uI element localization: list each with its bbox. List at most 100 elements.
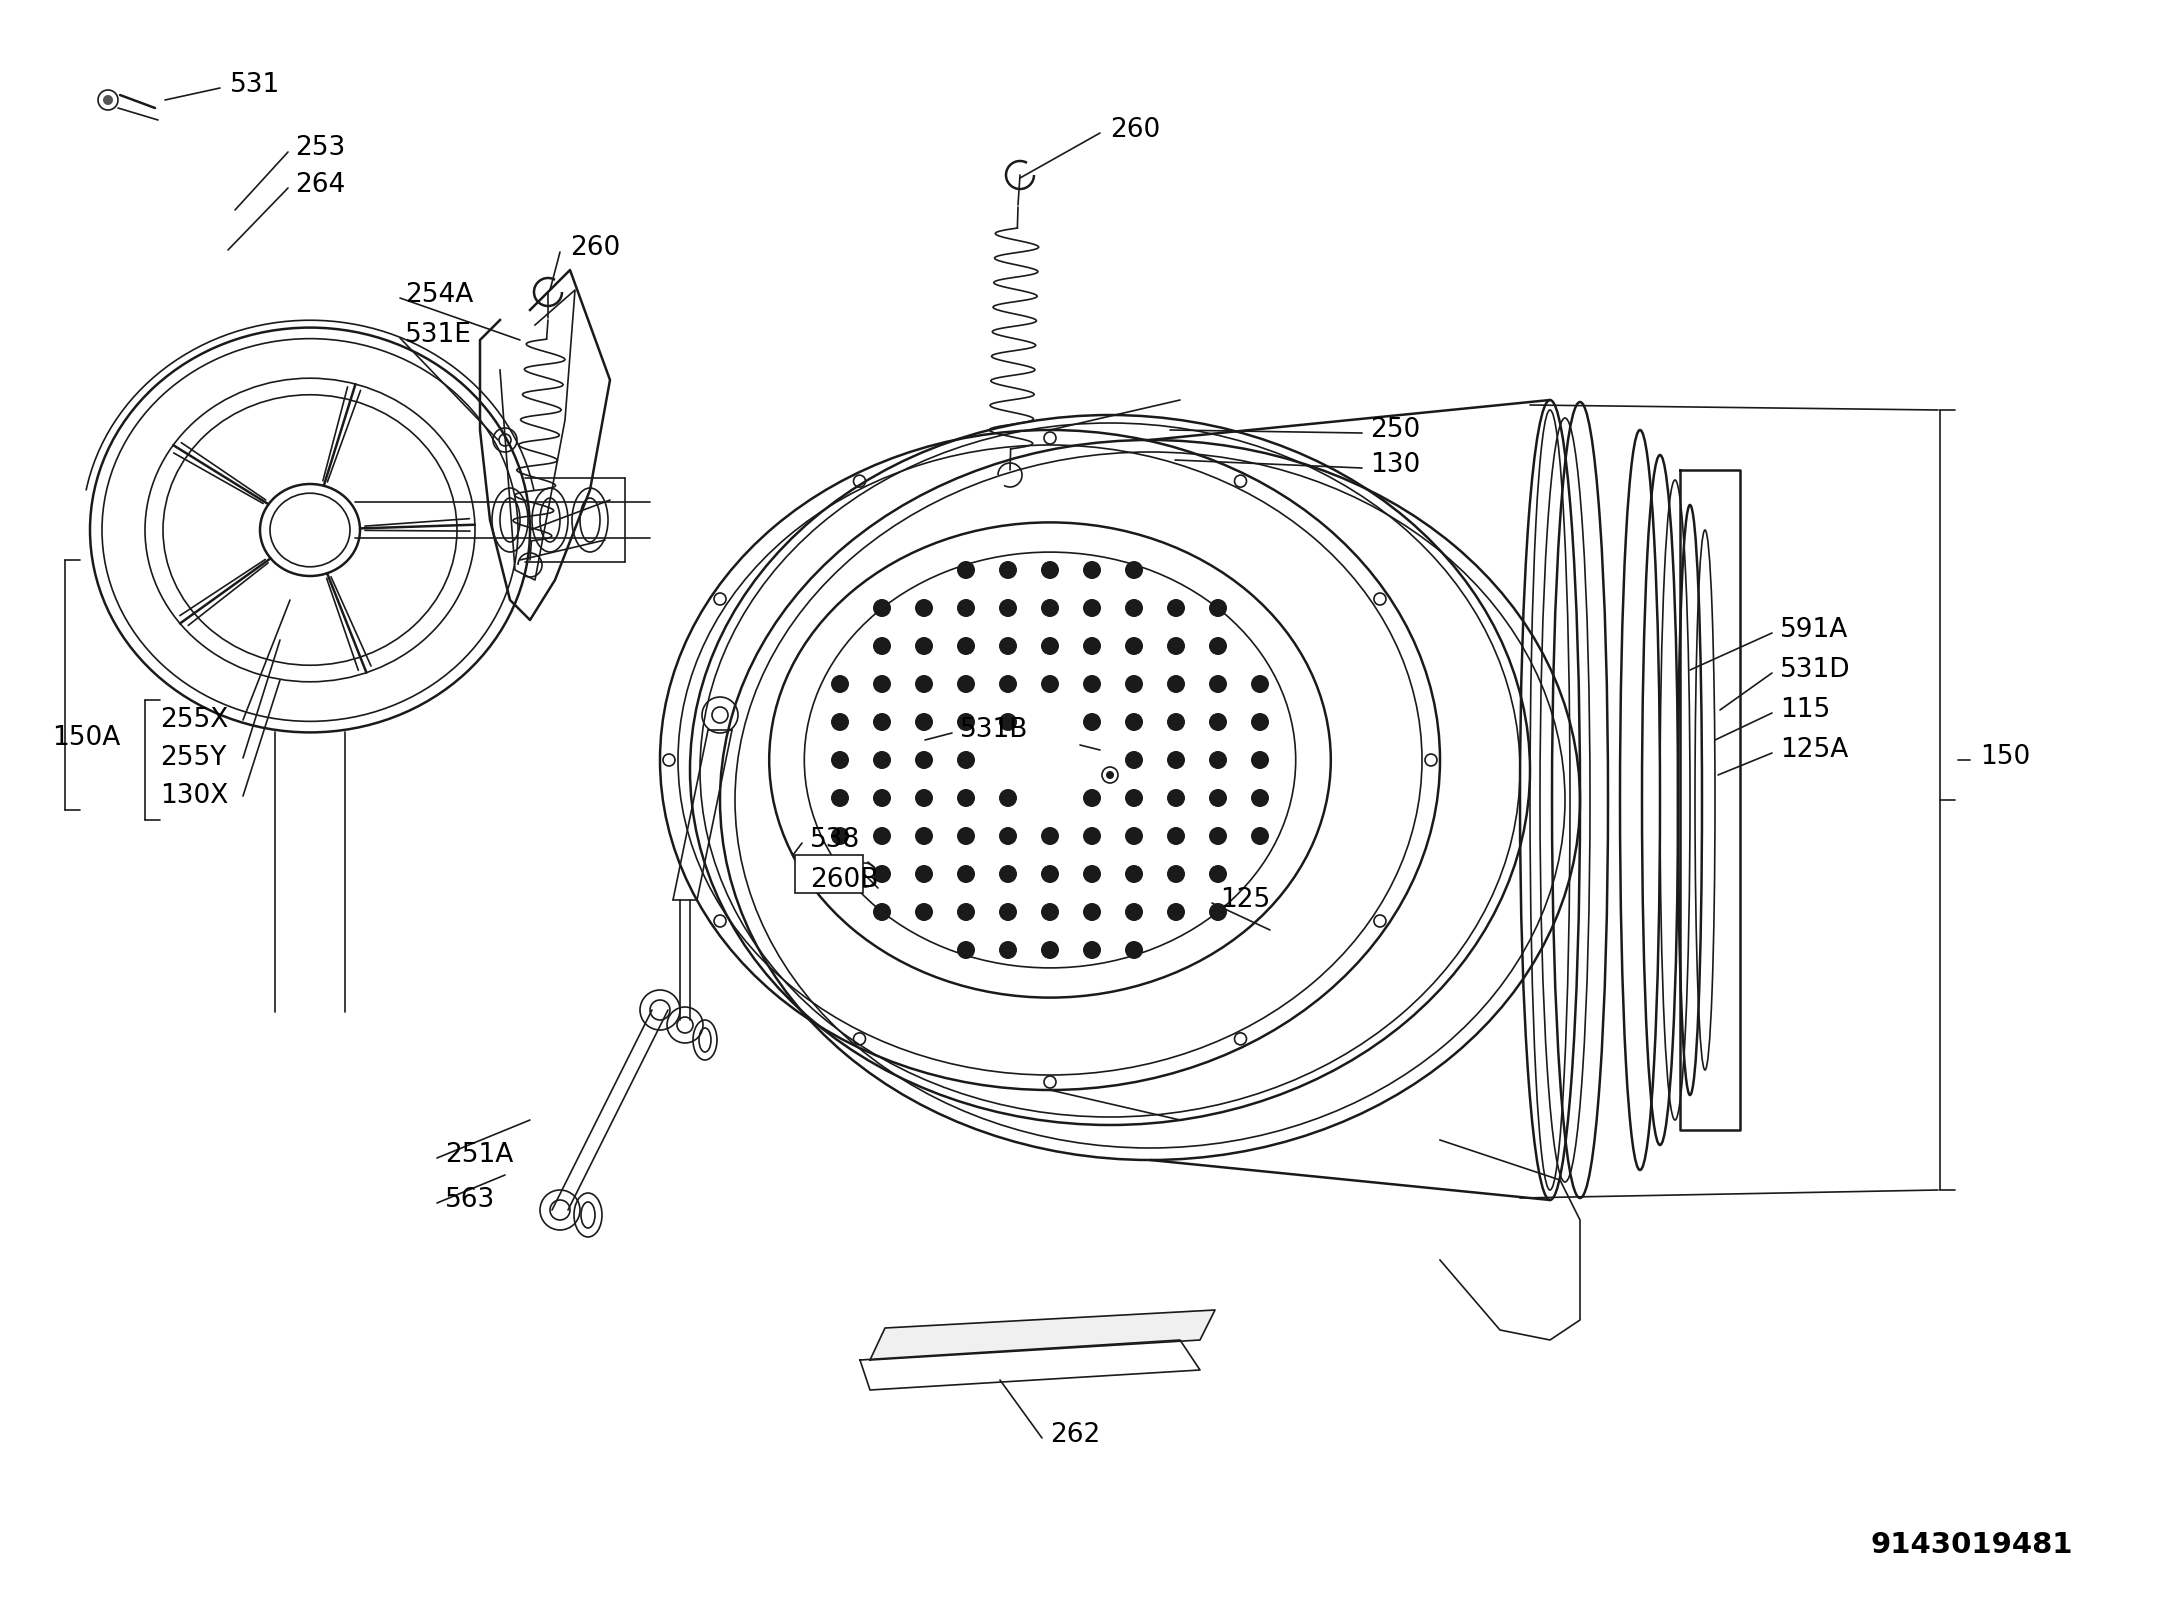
Circle shape xyxy=(1209,714,1227,731)
Text: 260: 260 xyxy=(1109,117,1159,142)
Text: 563: 563 xyxy=(446,1187,496,1213)
Circle shape xyxy=(998,598,1018,618)
Circle shape xyxy=(872,902,892,922)
Circle shape xyxy=(1083,675,1101,693)
Circle shape xyxy=(916,827,933,845)
Text: 150A: 150A xyxy=(52,725,120,750)
Circle shape xyxy=(1124,789,1144,806)
Circle shape xyxy=(1124,562,1144,579)
Circle shape xyxy=(1083,827,1101,845)
Text: 255Y: 255Y xyxy=(161,746,226,771)
Circle shape xyxy=(998,675,1018,693)
Circle shape xyxy=(957,827,974,845)
Circle shape xyxy=(872,598,892,618)
Text: 125A: 125A xyxy=(1779,738,1849,763)
Circle shape xyxy=(1251,714,1268,731)
Circle shape xyxy=(998,637,1018,654)
Circle shape xyxy=(998,562,1018,579)
Circle shape xyxy=(831,789,848,806)
Circle shape xyxy=(998,827,1018,845)
Circle shape xyxy=(1168,675,1185,693)
Circle shape xyxy=(916,789,933,806)
Text: 9143019481: 9143019481 xyxy=(1870,1531,2073,1558)
Circle shape xyxy=(957,675,974,693)
Text: 115: 115 xyxy=(1779,698,1829,723)
Circle shape xyxy=(1209,675,1227,693)
Circle shape xyxy=(1124,714,1144,731)
Circle shape xyxy=(1042,562,1059,579)
Text: 254A: 254A xyxy=(405,282,474,307)
Circle shape xyxy=(957,789,974,806)
Circle shape xyxy=(916,637,933,654)
Text: 260: 260 xyxy=(570,235,620,261)
Circle shape xyxy=(1251,675,1268,693)
Text: 531B: 531B xyxy=(959,717,1029,742)
Text: 538: 538 xyxy=(809,827,861,853)
Circle shape xyxy=(1042,675,1059,693)
Circle shape xyxy=(916,598,933,618)
Circle shape xyxy=(1209,637,1227,654)
Circle shape xyxy=(1124,902,1144,922)
Text: 130X: 130X xyxy=(161,782,228,810)
Circle shape xyxy=(1124,827,1144,845)
Circle shape xyxy=(1209,902,1227,922)
Circle shape xyxy=(957,941,974,958)
Circle shape xyxy=(998,941,1018,958)
Circle shape xyxy=(1251,789,1268,806)
Text: 531D: 531D xyxy=(1779,658,1851,683)
Circle shape xyxy=(1042,827,1059,845)
Circle shape xyxy=(998,714,1018,731)
Circle shape xyxy=(1168,902,1185,922)
Circle shape xyxy=(1107,771,1114,779)
Circle shape xyxy=(1251,750,1268,770)
Circle shape xyxy=(916,750,933,770)
Circle shape xyxy=(916,714,933,731)
Circle shape xyxy=(1124,637,1144,654)
Circle shape xyxy=(916,675,933,693)
Circle shape xyxy=(1124,750,1144,770)
Circle shape xyxy=(957,598,974,618)
Circle shape xyxy=(1083,789,1101,806)
Circle shape xyxy=(1251,827,1268,845)
Circle shape xyxy=(831,714,848,731)
Circle shape xyxy=(998,789,1018,806)
Circle shape xyxy=(957,637,974,654)
Circle shape xyxy=(1083,941,1101,958)
Circle shape xyxy=(1042,598,1059,618)
Circle shape xyxy=(1209,827,1227,845)
Circle shape xyxy=(872,714,892,731)
Circle shape xyxy=(1209,789,1227,806)
FancyBboxPatch shape xyxy=(796,854,863,893)
Polygon shape xyxy=(859,1341,1201,1390)
Circle shape xyxy=(998,866,1018,883)
Text: 130: 130 xyxy=(1370,451,1420,478)
Circle shape xyxy=(1083,714,1101,731)
Circle shape xyxy=(1042,941,1059,958)
Circle shape xyxy=(1168,866,1185,883)
Circle shape xyxy=(1124,866,1144,883)
Circle shape xyxy=(831,750,848,770)
Circle shape xyxy=(1168,750,1185,770)
Circle shape xyxy=(1083,562,1101,579)
Text: 253: 253 xyxy=(296,134,346,162)
Circle shape xyxy=(1083,637,1101,654)
Circle shape xyxy=(1168,598,1185,618)
Text: 531E: 531E xyxy=(405,322,472,349)
Circle shape xyxy=(1042,637,1059,654)
Circle shape xyxy=(1083,902,1101,922)
Text: 531: 531 xyxy=(231,72,281,98)
Circle shape xyxy=(1168,789,1185,806)
Text: 262: 262 xyxy=(1051,1422,1101,1448)
Circle shape xyxy=(872,866,892,883)
Circle shape xyxy=(872,789,892,806)
Circle shape xyxy=(1209,598,1227,618)
Circle shape xyxy=(1042,866,1059,883)
Circle shape xyxy=(1124,675,1144,693)
Circle shape xyxy=(1209,866,1227,883)
Circle shape xyxy=(872,675,892,693)
Circle shape xyxy=(916,902,933,922)
Circle shape xyxy=(1042,902,1059,922)
Text: 250: 250 xyxy=(1370,418,1420,443)
Circle shape xyxy=(1168,714,1185,731)
Text: 150: 150 xyxy=(1979,744,2029,770)
